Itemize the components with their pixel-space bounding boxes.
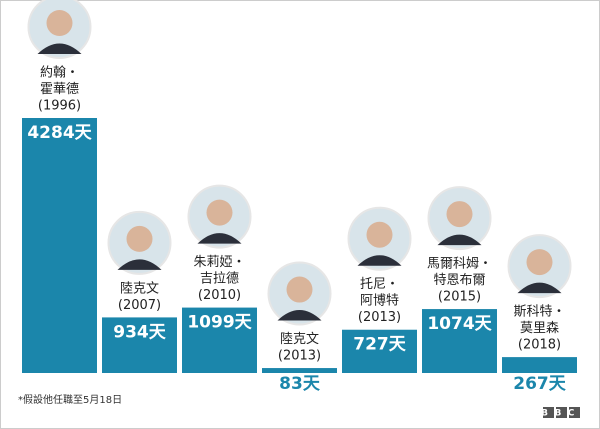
value-label: 727天 bbox=[353, 335, 406, 355]
value-label: 934天 bbox=[113, 322, 166, 342]
portrait-face bbox=[46, 10, 73, 36]
category-label: 陸克文 bbox=[280, 331, 319, 347]
category-label: (2013) bbox=[278, 349, 321, 364]
source: BBC bbox=[541, 409, 581, 419]
footnote: *假設他任職至5月18日 bbox=[18, 393, 122, 406]
category-label: (2015) bbox=[438, 290, 481, 305]
value-label: 4284天 bbox=[27, 123, 92, 143]
category-label: (2010) bbox=[198, 288, 241, 303]
portrait-body bbox=[117, 259, 162, 270]
portrait-face bbox=[206, 199, 233, 226]
portrait-face bbox=[126, 225, 153, 252]
bar bbox=[182, 307, 257, 373]
value-label: 83天 bbox=[279, 374, 321, 394]
portrait-face bbox=[446, 201, 473, 228]
category-label: 阿博特 bbox=[360, 294, 399, 309]
bar bbox=[22, 118, 97, 373]
portrait-body bbox=[437, 234, 482, 246]
bar bbox=[102, 317, 177, 373]
category-label: (2018) bbox=[518, 338, 561, 353]
category-label: 吉拉德 bbox=[200, 272, 239, 287]
bar bbox=[262, 368, 337, 373]
logo: BBC bbox=[541, 407, 581, 419]
category-label: 莫里森 bbox=[520, 321, 559, 336]
value-label: 1074天 bbox=[427, 314, 492, 334]
value-label: 267天 bbox=[513, 374, 566, 394]
bar bbox=[502, 357, 577, 373]
portrait-body bbox=[277, 310, 322, 321]
portrait-body bbox=[517, 282, 562, 294]
portrait-face bbox=[286, 276, 313, 303]
category-label: (2013) bbox=[358, 310, 401, 325]
portrait-body bbox=[357, 255, 402, 266]
category-label: (1996) bbox=[38, 99, 81, 114]
value-label: 1099天 bbox=[187, 313, 252, 333]
category-label: 馬爾科姆・ bbox=[427, 257, 492, 272]
portrait-body bbox=[197, 233, 242, 244]
bar bbox=[422, 309, 497, 373]
category-label: 朱莉婭・ bbox=[193, 255, 245, 270]
portrait-body bbox=[37, 43, 82, 54]
category-label: 霍華德 bbox=[40, 82, 79, 97]
bar bbox=[342, 329, 417, 373]
portrait-face bbox=[366, 221, 393, 248]
category-label: 托尼・ bbox=[360, 277, 399, 292]
category-label: 陸克文 bbox=[120, 280, 159, 296]
category-label: 斯科特・ bbox=[513, 305, 565, 320]
portrait-face bbox=[526, 249, 553, 276]
category-label: 特恩布爾 bbox=[433, 273, 485, 288]
category-label: (2007) bbox=[118, 298, 161, 313]
category-label: 約翰・ bbox=[40, 66, 79, 81]
